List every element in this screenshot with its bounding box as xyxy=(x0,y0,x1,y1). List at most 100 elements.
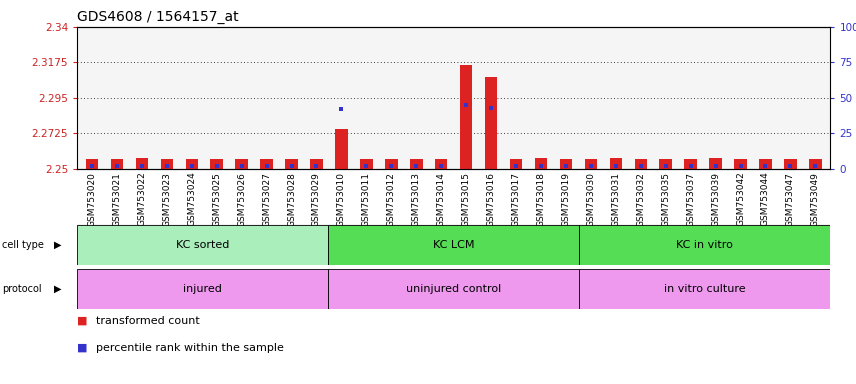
Bar xyxy=(285,159,298,169)
Bar xyxy=(535,158,547,169)
Text: GSM753019: GSM753019 xyxy=(562,172,570,227)
Bar xyxy=(659,159,672,169)
Bar xyxy=(360,159,372,169)
Point xyxy=(684,163,698,169)
Text: GSM753023: GSM753023 xyxy=(163,172,171,227)
Point xyxy=(559,163,573,169)
Text: KC sorted: KC sorted xyxy=(175,240,229,250)
Text: in vitro culture: in vitro culture xyxy=(664,284,746,294)
Bar xyxy=(784,159,797,169)
Point xyxy=(584,163,597,169)
Point xyxy=(534,163,548,169)
Bar xyxy=(710,158,722,169)
Text: GSM753047: GSM753047 xyxy=(786,172,795,227)
Point xyxy=(709,163,722,169)
Bar xyxy=(211,159,223,169)
Bar xyxy=(110,159,123,169)
Text: GSM753029: GSM753029 xyxy=(312,172,321,227)
Bar xyxy=(580,269,830,309)
Text: uninjured control: uninjured control xyxy=(406,284,502,294)
Text: GSM753025: GSM753025 xyxy=(212,172,221,227)
Bar xyxy=(235,159,248,169)
Text: GSM753016: GSM753016 xyxy=(486,172,496,227)
Bar xyxy=(734,159,746,169)
Bar xyxy=(609,158,622,169)
Bar xyxy=(310,159,323,169)
Text: GSM753037: GSM753037 xyxy=(687,172,695,227)
Point xyxy=(285,163,299,169)
Text: GSM753024: GSM753024 xyxy=(187,172,196,227)
Text: GSM753022: GSM753022 xyxy=(138,172,146,227)
Text: GDS4608 / 1564157_at: GDS4608 / 1564157_at xyxy=(77,10,239,25)
Text: GSM753031: GSM753031 xyxy=(611,172,621,227)
Bar xyxy=(460,65,473,169)
Text: GSM753042: GSM753042 xyxy=(736,172,745,227)
Point xyxy=(259,163,273,169)
Text: GSM753010: GSM753010 xyxy=(337,172,346,227)
Text: GSM753011: GSM753011 xyxy=(362,172,371,227)
Point xyxy=(135,163,149,169)
Point xyxy=(185,163,199,169)
Bar xyxy=(77,269,328,309)
Point xyxy=(434,163,448,169)
Text: GSM753013: GSM753013 xyxy=(412,172,421,227)
Text: transformed count: transformed count xyxy=(96,316,199,326)
Text: ▶: ▶ xyxy=(55,240,62,250)
Bar xyxy=(759,159,772,169)
Point xyxy=(609,163,622,169)
Point xyxy=(809,163,823,169)
Point xyxy=(110,163,124,169)
Point xyxy=(659,163,673,169)
Point xyxy=(460,102,473,108)
Text: GSM753044: GSM753044 xyxy=(761,172,770,227)
Bar xyxy=(809,159,822,169)
Text: GSM753039: GSM753039 xyxy=(711,172,720,227)
Bar xyxy=(634,159,647,169)
Bar xyxy=(336,129,348,169)
Bar xyxy=(77,225,328,265)
Bar xyxy=(328,269,580,309)
Bar xyxy=(410,159,423,169)
Text: GSM753017: GSM753017 xyxy=(512,172,520,227)
Point xyxy=(734,163,747,169)
Point xyxy=(335,106,348,113)
Point xyxy=(484,105,498,111)
Bar xyxy=(186,159,198,169)
Bar xyxy=(560,159,572,169)
Point xyxy=(235,163,248,169)
Text: GSM753027: GSM753027 xyxy=(262,172,271,227)
Point xyxy=(85,163,98,169)
Bar xyxy=(510,159,522,169)
Text: percentile rank within the sample: percentile rank within the sample xyxy=(96,343,283,353)
Point xyxy=(310,163,324,169)
Bar xyxy=(435,159,448,169)
Bar xyxy=(385,159,397,169)
Text: cell type: cell type xyxy=(2,240,44,250)
Bar xyxy=(484,78,497,169)
Point xyxy=(210,163,223,169)
Text: GSM753026: GSM753026 xyxy=(237,172,247,227)
Bar xyxy=(260,159,273,169)
Text: GSM753015: GSM753015 xyxy=(461,172,471,227)
Point xyxy=(360,163,373,169)
Text: KC LCM: KC LCM xyxy=(433,240,474,250)
Text: GSM753032: GSM753032 xyxy=(636,172,645,227)
Text: GSM753018: GSM753018 xyxy=(537,172,545,227)
Bar xyxy=(585,159,597,169)
Text: GSM753035: GSM753035 xyxy=(661,172,670,227)
Text: GSM753012: GSM753012 xyxy=(387,172,395,227)
Text: ■: ■ xyxy=(77,316,87,326)
Bar xyxy=(86,159,98,169)
Bar xyxy=(685,159,697,169)
Text: GSM753049: GSM753049 xyxy=(811,172,820,227)
Point xyxy=(409,163,423,169)
Text: GSM753021: GSM753021 xyxy=(112,172,122,227)
Point xyxy=(783,163,797,169)
Bar xyxy=(580,225,830,265)
Text: injured: injured xyxy=(183,284,222,294)
Text: GSM753014: GSM753014 xyxy=(437,172,446,227)
Text: GSM753028: GSM753028 xyxy=(287,172,296,227)
Point xyxy=(160,163,174,169)
Point xyxy=(509,163,523,169)
Text: GSM753020: GSM753020 xyxy=(87,172,97,227)
